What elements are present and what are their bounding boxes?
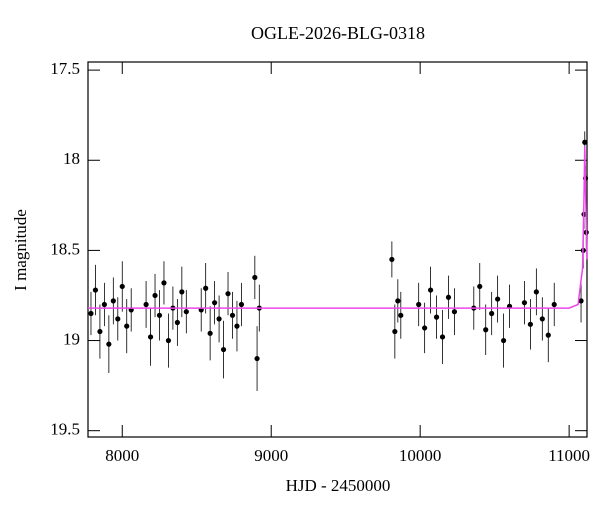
data-point (220, 346, 227, 353)
x-tick-label: 8000 (105, 446, 139, 465)
data-point (216, 316, 222, 322)
data-point (422, 325, 428, 331)
data-point (582, 139, 588, 145)
data-point (521, 300, 528, 306)
data-point (395, 298, 401, 304)
data-point (477, 283, 483, 290)
data-point (161, 280, 167, 286)
x-axis-label: HJD - 2450000 (286, 476, 391, 495)
data-point (439, 334, 446, 340)
data-point (483, 327, 489, 333)
data-point (539, 316, 545, 322)
data-point (207, 330, 213, 336)
data-point (165, 337, 172, 344)
data-point (416, 301, 422, 308)
data-point (398, 312, 404, 318)
data-point (533, 289, 539, 295)
chart-title: OGLE-2026-BLG-0318 (251, 23, 425, 43)
data-point (451, 309, 458, 315)
data-point (212, 300, 218, 306)
x-tick-label: 10000 (399, 446, 442, 465)
data-point (578, 298, 584, 304)
data-point (156, 312, 163, 318)
data-point (143, 301, 149, 308)
data-point (88, 310, 94, 317)
data-point (174, 319, 180, 326)
y-tick-label: 19 (63, 329, 80, 348)
data-point (495, 296, 501, 302)
y-tick-label: 18.5 (50, 239, 80, 258)
data-point (234, 323, 240, 329)
data-point (225, 291, 231, 297)
y-tick-label: 19.5 (50, 420, 80, 439)
data-point (115, 316, 121, 322)
data-point (101, 301, 107, 308)
model-curve (88, 145, 588, 309)
x-tick-label: 11000 (548, 446, 590, 465)
data-point (238, 301, 245, 308)
y-tick-label: 17.5 (50, 59, 80, 78)
data-point (427, 287, 434, 293)
y-axis-label: I magnitude (11, 209, 30, 291)
data-point (152, 292, 158, 299)
x-tick-label: 9000 (254, 446, 288, 465)
data-point (254, 355, 260, 362)
data-point (433, 314, 440, 320)
data-point (392, 328, 398, 335)
data-point (389, 256, 395, 263)
data-point (203, 285, 209, 291)
data-point (445, 294, 452, 300)
data-point (545, 332, 551, 338)
plot-frame (87, 61, 588, 438)
y-tick-label: 18 (63, 149, 80, 168)
data-point (119, 283, 125, 290)
data-point (179, 289, 185, 295)
data-point (92, 287, 99, 293)
data-point (147, 334, 154, 340)
data-point (110, 298, 116, 304)
data-point (97, 328, 103, 335)
data-point (124, 323, 130, 329)
data-point (229, 312, 236, 318)
data-point (489, 310, 495, 317)
data-point (252, 274, 258, 281)
data-point (551, 301, 557, 308)
data-point (527, 321, 533, 327)
data-point (106, 341, 112, 347)
data-point (183, 309, 189, 315)
data-point (500, 337, 507, 344)
